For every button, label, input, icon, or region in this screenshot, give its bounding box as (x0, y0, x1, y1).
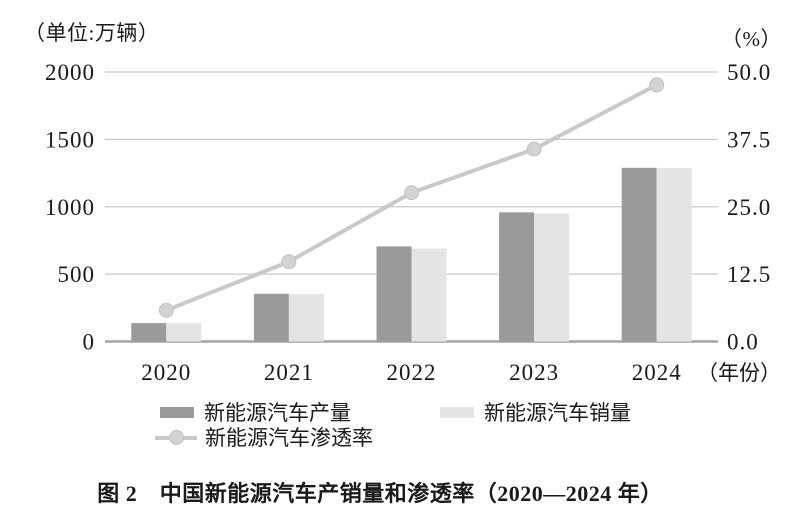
left-axis-tick-label: 2000 (45, 60, 95, 85)
x-axis-label-2021: 2021 (264, 360, 314, 385)
bar-production-2021 (253, 293, 289, 342)
bar-production-2022 (376, 246, 412, 342)
penetration-marker-2023 (526, 141, 542, 157)
right-axis-tick-label: 0.0 (727, 330, 759, 355)
bar-production-2024 (621, 167, 657, 342)
legend-item-production: 新能源汽车产量 (160, 397, 351, 427)
right-axis-tick-label: 25.0 (727, 195, 771, 220)
legend-item-sales: 新能源汽车销量 (440, 397, 631, 427)
bar-production-2020 (131, 323, 167, 342)
x-axis-label-2024: 2024 (632, 360, 682, 385)
penetration-marker-2022 (404, 185, 419, 201)
right-axis-tick-label: 12.5 (727, 262, 771, 287)
bar-production-2023 (499, 212, 535, 342)
left-axis-tick-label: 0 (83, 330, 96, 355)
legend-label-production: 新能源汽车产量 (204, 401, 351, 425)
penetration-marker-2021 (281, 254, 297, 270)
left-axis-tick-label: 1500 (45, 127, 95, 152)
bar-sales-2023 (534, 213, 570, 342)
right-axis-tick-label: 50.0 (727, 60, 771, 85)
legend-item-penetration: 新能源汽车渗透率 (155, 422, 373, 452)
right-axis-unit-label: （%） (721, 27, 782, 51)
figure-caption: 图 2 中国新能源汽车产销量和渗透率（2020—2024 年） (97, 481, 663, 506)
penetration-line-swatch (155, 429, 197, 445)
chart-canvas: 0 0.0 500 12.5 1000 25.0 1500 37.5 2000 50.0 2020 2… (45, 60, 781, 385)
legend-label-sales: 新能源汽车销量 (484, 401, 631, 425)
legend-label-penetration: 新能源汽车渗透率 (205, 426, 373, 450)
penetration-marker-2024 (649, 77, 665, 93)
bar-sales-2021 (288, 294, 324, 342)
x-axis-suffix-label: （年份） (697, 361, 781, 385)
production-bar-swatch (160, 406, 194, 418)
sales-bar-swatch (440, 406, 474, 418)
bar-sales-2022 (411, 248, 447, 342)
right-axis-tick-label: 37.5 (727, 127, 771, 152)
left-axis-tick-label: 500 (58, 262, 96, 287)
left-axis-unit-label: （单位:万辆） (24, 21, 160, 45)
line-swatch-marker (169, 429, 184, 445)
bar-sales-2020 (166, 323, 202, 342)
x-axis-label-2022: 2022 (387, 360, 437, 385)
x-axis-label-2023: 2023 (509, 360, 559, 385)
bar-sales-2024 (656, 168, 692, 342)
penetration-marker-2020 (158, 302, 174, 318)
x-axis-label-2020: 2020 (141, 360, 191, 385)
left-axis-tick-label: 1000 (45, 195, 95, 220)
